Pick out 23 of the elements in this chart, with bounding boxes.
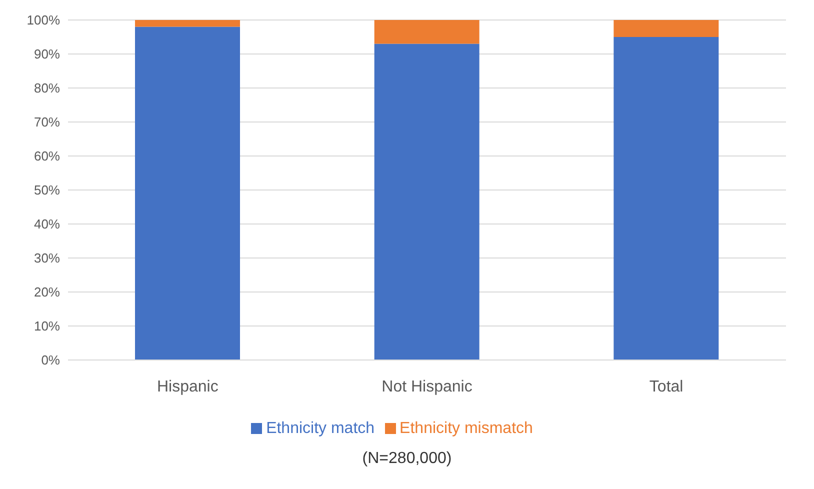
bar [135, 26, 240, 360]
legend-label: Ethnicity mismatch [400, 420, 533, 437]
y-tick-label: 50% [34, 182, 60, 198]
x-tick-label: Hispanic [156, 378, 218, 396]
y-tick-label: 30% [34, 250, 60, 266]
y-tick-label: 20% [34, 284, 60, 300]
bar [374, 20, 480, 44]
y-tick-label: 10% [34, 318, 60, 334]
y-tick-label: 90% [34, 46, 60, 62]
y-tick-label: 100% [26, 12, 60, 28]
bar [135, 20, 240, 27]
y-tick-label: 40% [34, 216, 60, 232]
x-tick-label: Total [649, 378, 684, 396]
y-tick-label: 80% [34, 80, 60, 96]
text: (N=280,000) [361, 450, 453, 468]
y-tick-label: 70% [34, 114, 60, 130]
bar [614, 20, 719, 37]
legend-label: Ethnicity match [266, 420, 375, 437]
bar [614, 37, 719, 360]
bar [374, 44, 480, 360]
y-tick-label: 0% [41, 352, 60, 368]
x-tick-label: Not Hispanic [382, 378, 472, 396]
y-tick-label: 60% [34, 148, 60, 164]
